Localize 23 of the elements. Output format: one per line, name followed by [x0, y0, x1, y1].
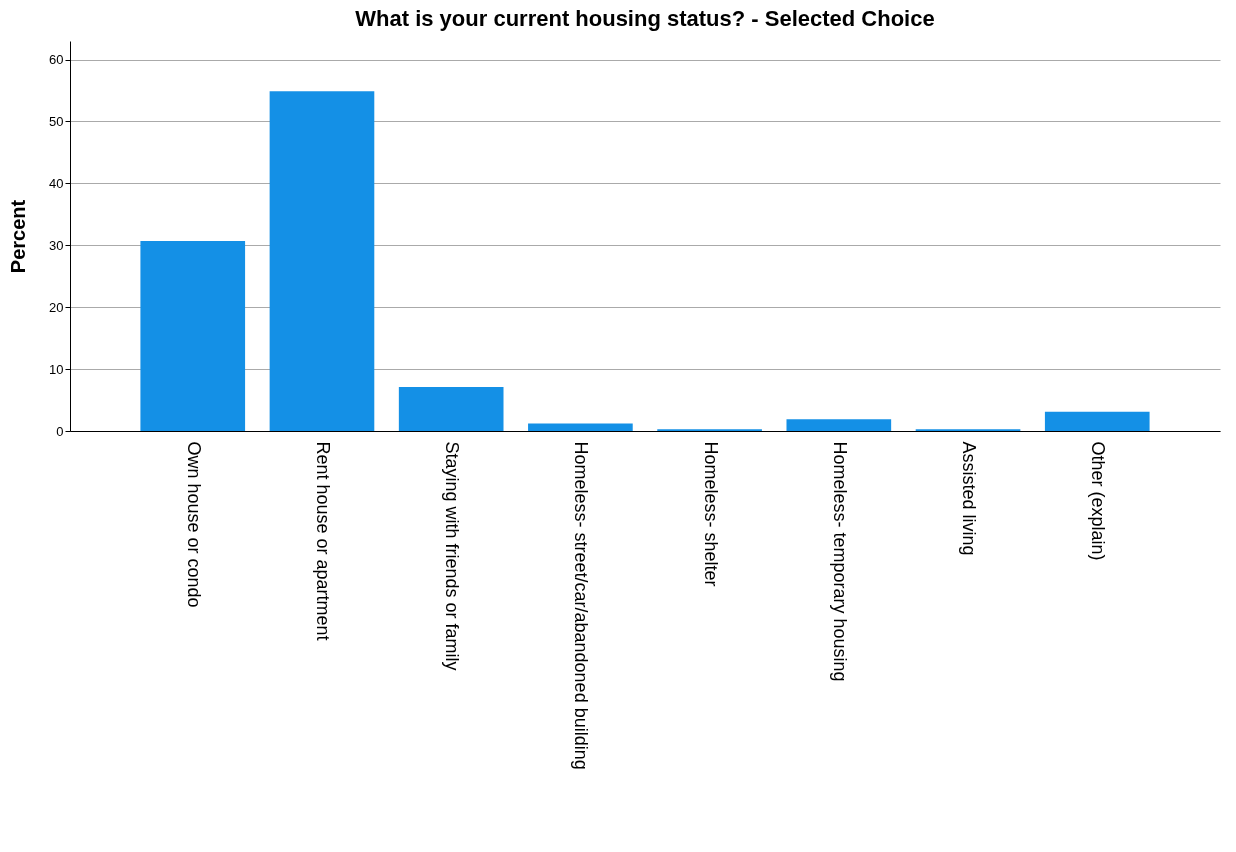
- y-tick-label: 30: [49, 237, 64, 253]
- y-tick-label: 0: [56, 423, 64, 439]
- bar: [786, 419, 892, 431]
- x-tick-label: Homeless- shelter: [700, 441, 721, 587]
- y-tick-label: 20: [49, 299, 64, 315]
- y-tick-label: 40: [49, 175, 64, 191]
- bar: [140, 240, 246, 431]
- y-tick-label: 60: [49, 52, 64, 68]
- x-tick-label: Homeless- temporary housing: [829, 441, 850, 682]
- x-tick-label: Assisted living: [959, 441, 980, 556]
- bar: [269, 91, 375, 431]
- bar: [1044, 411, 1150, 431]
- x-tick-label: Homeless- street/car/abandoned building: [571, 441, 592, 770]
- y-tick-label: 50: [49, 113, 64, 129]
- x-tick-label: Staying with friends or family: [442, 441, 463, 671]
- x-tick-label: Own house or condo: [183, 441, 204, 608]
- bar: [528, 423, 633, 431]
- chart-title: What is your current housing status? - Selected Choice: [355, 6, 935, 31]
- x-tick-label: Rent house or apartment: [312, 441, 333, 641]
- x-tick-label: Other (explain): [1088, 441, 1109, 561]
- y-tick-label: 10: [49, 361, 64, 377]
- bar: [398, 387, 504, 431]
- y-axis-title: Percent: [7, 199, 30, 274]
